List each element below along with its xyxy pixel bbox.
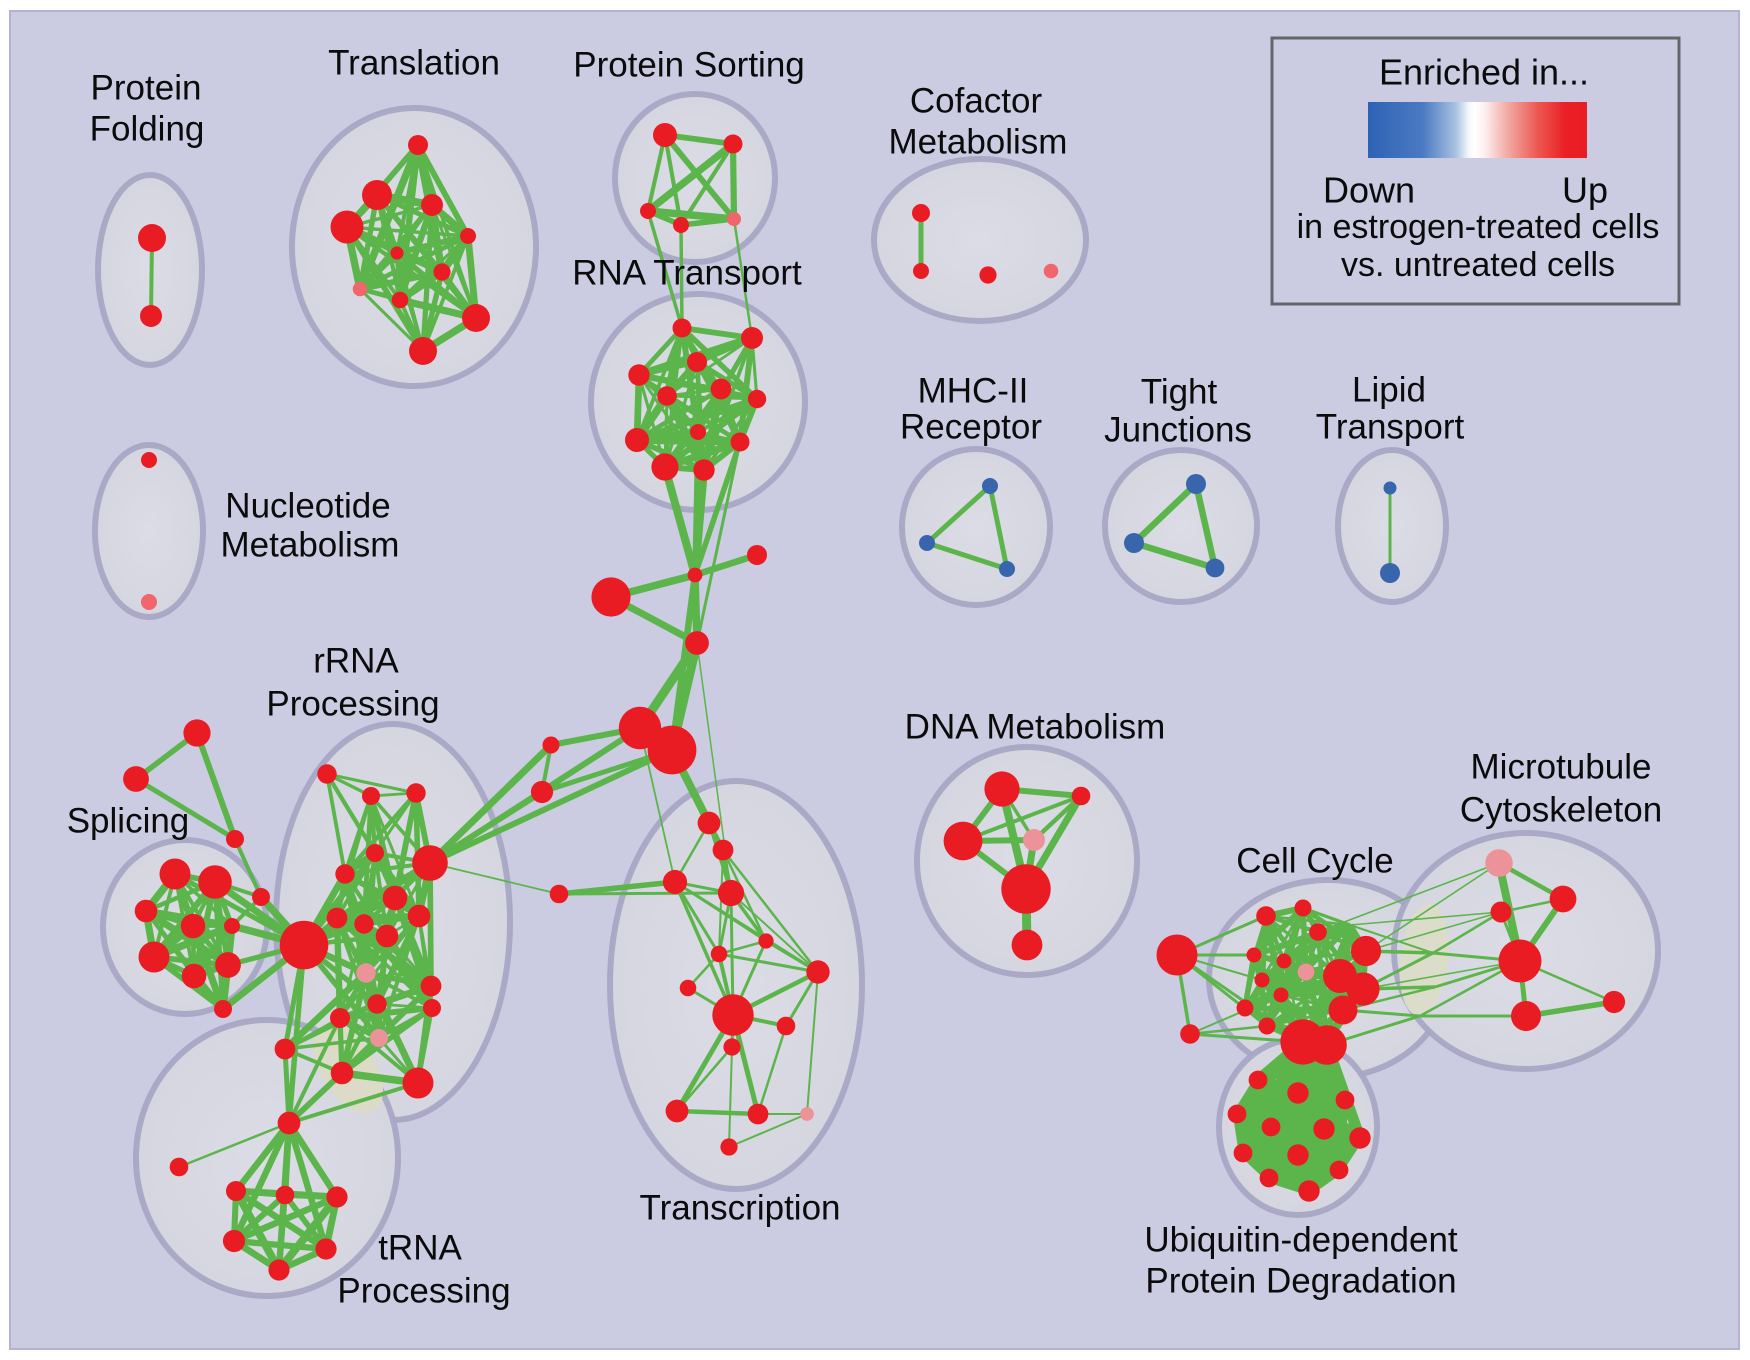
svg-text:Transport: Transport	[1316, 408, 1465, 447]
svg-text:Metabolism: Metabolism	[889, 123, 1068, 162]
svg-text:Splicing: Splicing	[67, 802, 190, 841]
svg-text:Protein Degradation: Protein Degradation	[1145, 1262, 1456, 1301]
svg-text:Down: Down	[1323, 170, 1415, 211]
svg-text:Folding: Folding	[90, 110, 205, 149]
svg-text:Microtubule: Microtubule	[1471, 748, 1652, 787]
svg-text:Processing: Processing	[337, 1272, 510, 1311]
svg-text:Cell Cycle: Cell Cycle	[1236, 842, 1394, 881]
svg-text:tRNA: tRNA	[378, 1229, 462, 1268]
svg-text:MHC-II: MHC-II	[918, 372, 1029, 411]
svg-text:Translation: Translation	[328, 44, 500, 83]
svg-text:Enriched in...: Enriched in...	[1379, 52, 1589, 93]
svg-text:Cytoskeleton: Cytoskeleton	[1460, 791, 1662, 830]
svg-text:Protein Sorting: Protein Sorting	[573, 46, 805, 85]
svg-text:Cofactor: Cofactor	[910, 82, 1043, 121]
svg-text:DNA Metabolism: DNA Metabolism	[905, 708, 1166, 747]
svg-text:vs. untreated cells: vs. untreated cells	[1341, 246, 1615, 284]
svg-text:rRNA: rRNA	[313, 642, 399, 681]
svg-text:Ubiquitin-dependent: Ubiquitin-dependent	[1144, 1221, 1458, 1260]
svg-text:Nucleotide: Nucleotide	[225, 487, 390, 526]
svg-text:Protein: Protein	[91, 69, 202, 108]
svg-text:Processing: Processing	[266, 685, 439, 724]
svg-text:Junctions: Junctions	[1104, 411, 1252, 450]
svg-text:Tight: Tight	[1141, 373, 1218, 412]
svg-text:Lipid: Lipid	[1352, 371, 1426, 410]
svg-text:Metabolism: Metabolism	[221, 526, 400, 565]
svg-text:Transcription: Transcription	[640, 1189, 841, 1228]
svg-text:in estrogen-treated cells: in estrogen-treated cells	[1297, 208, 1660, 246]
svg-text:Up: Up	[1562, 170, 1608, 211]
svg-text:Receptor: Receptor	[900, 408, 1042, 447]
svg-text:RNA Transport: RNA Transport	[572, 254, 802, 293]
